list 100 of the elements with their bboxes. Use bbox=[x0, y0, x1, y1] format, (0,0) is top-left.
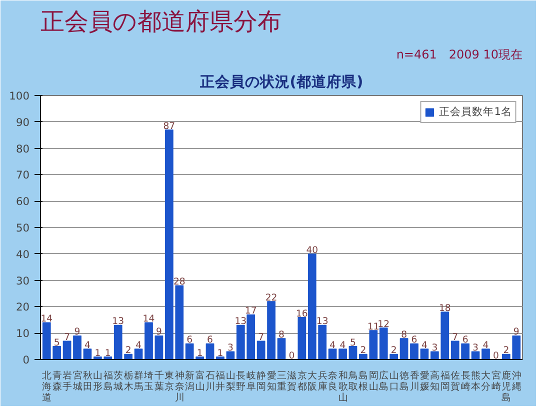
bar bbox=[400, 338, 408, 360]
x-tick-label: 茨城 bbox=[112, 370, 123, 392]
data-label: 5 bbox=[350, 337, 356, 348]
x-tick-label: 和歌山 bbox=[338, 370, 348, 404]
x-tick-label: 岩手 bbox=[62, 370, 72, 392]
x-tick-label: 群馬 bbox=[133, 370, 144, 392]
data-label: 13 bbox=[234, 316, 247, 328]
data-label: 6 bbox=[207, 334, 214, 346]
y-tick-label: 100 bbox=[9, 90, 30, 102]
data-label: 7 bbox=[258, 332, 264, 344]
x-tick-label: 高知 bbox=[430, 370, 440, 392]
data-label: 3 bbox=[227, 342, 234, 354]
data-label: 1 bbox=[196, 348, 203, 359]
data-label: 4 bbox=[482, 340, 489, 351]
x-tick-label: 愛媛 bbox=[420, 370, 429, 392]
x-tick-label: 大阪 bbox=[308, 370, 317, 392]
x-tick-label: 鳥取 bbox=[347, 370, 358, 392]
x-tick-label: 大分 bbox=[481, 370, 490, 392]
x-tick-label: 富山 bbox=[195, 370, 204, 392]
x-tick-label: 北海道 bbox=[42, 370, 52, 404]
data-label: 14 bbox=[40, 314, 53, 325]
x-tick-label: 石川 bbox=[206, 370, 215, 392]
bar bbox=[420, 348, 429, 360]
x-tick-label: 神奈川 bbox=[174, 370, 184, 404]
bar bbox=[348, 346, 358, 360]
bar bbox=[134, 348, 143, 360]
data-label: 14 bbox=[142, 314, 155, 325]
x-tick-label: 広島 bbox=[379, 370, 388, 392]
data-label: 9 bbox=[74, 326, 80, 338]
x-tick-label: 奈良 bbox=[328, 370, 338, 392]
y-tick-label: 20 bbox=[16, 300, 30, 314]
data-label: 18 bbox=[438, 302, 451, 314]
x-tick-label: 福島 bbox=[103, 370, 112, 392]
data-label: 8 bbox=[401, 329, 408, 340]
bar bbox=[410, 343, 418, 360]
data-label: 7 bbox=[64, 332, 70, 344]
data-label: 11 bbox=[367, 321, 380, 332]
x-tick-label: 静岡 bbox=[256, 370, 266, 392]
x-tick-label: 福岡 bbox=[440, 370, 450, 392]
data-label: 6 bbox=[186, 334, 193, 346]
x-tick-label: 埼玉 bbox=[143, 370, 154, 392]
data-label: 40 bbox=[306, 244, 318, 256]
data-label: 5 bbox=[54, 337, 60, 348]
data-label: 2 bbox=[125, 345, 132, 356]
x-tick-label: 山梨 bbox=[226, 370, 235, 392]
bar bbox=[154, 335, 164, 360]
x-tick-label: 島根 bbox=[358, 370, 368, 392]
data-label: 28 bbox=[173, 276, 186, 288]
x-tick-label: 徳島 bbox=[400, 370, 409, 392]
data-label: 1 bbox=[104, 348, 111, 359]
data-label: 2 bbox=[390, 345, 397, 356]
x-tick-label: 千葉 bbox=[154, 370, 164, 392]
data-label: 2 bbox=[503, 345, 510, 356]
y-tick-label: 30 bbox=[16, 274, 30, 288]
data-label: 13 bbox=[316, 316, 328, 328]
x-tick-label: 京都 bbox=[297, 370, 306, 392]
bar bbox=[277, 338, 286, 360]
x-tick-label: 佐賀 bbox=[450, 370, 460, 392]
x-tick-label: 秋田 bbox=[82, 370, 92, 392]
data-label: 16 bbox=[296, 308, 308, 320]
data-label: 7 bbox=[452, 332, 458, 344]
bar bbox=[298, 316, 306, 360]
data-label: 12 bbox=[378, 318, 390, 330]
data-label: 17 bbox=[244, 306, 257, 317]
data-label: 2 bbox=[360, 345, 366, 356]
x-tick-label: 山口 bbox=[389, 370, 398, 392]
x-tick-label: 宮崎 bbox=[491, 370, 500, 392]
x-tick-label: 宮城 bbox=[72, 370, 82, 392]
x-tick-label: 新潟 bbox=[185, 370, 194, 392]
x-tick-label: 長崎 bbox=[460, 370, 470, 392]
y-tick-label: 50 bbox=[16, 222, 30, 234]
data-label: 22 bbox=[265, 292, 278, 304]
data-label: 1 bbox=[94, 348, 101, 359]
y-tick-label: 40 bbox=[16, 248, 30, 261]
x-tick-label: 東京 bbox=[164, 370, 174, 392]
data-label: 9 bbox=[156, 326, 162, 338]
data-label: 1 bbox=[217, 348, 224, 359]
x-tick-label: 山形 bbox=[93, 370, 102, 392]
y-tick-label: 90 bbox=[16, 116, 30, 129]
x-tick-label: 熊本 bbox=[471, 370, 480, 392]
bar bbox=[482, 348, 490, 360]
x-tick-label: 岡山 bbox=[368, 370, 378, 392]
y-tick-label: 70 bbox=[16, 168, 30, 182]
x-tick-label: 香川 bbox=[410, 370, 419, 392]
data-label: 6 bbox=[411, 334, 418, 346]
x-tick-label: 愛知 bbox=[266, 370, 276, 392]
x-tick-label: 鹿児島 bbox=[502, 370, 511, 404]
x-tick-label: 沖縄 bbox=[510, 370, 521, 392]
data-label: 4 bbox=[84, 340, 91, 351]
data-label: 13 bbox=[112, 316, 124, 328]
y-tick-label: 0 bbox=[22, 354, 30, 366]
x-tick-label: 福井 bbox=[216, 370, 225, 392]
x-tick-label: 岐阜 bbox=[246, 370, 256, 392]
x-tick-label: 兵庫 bbox=[318, 370, 327, 392]
text: 正会員の状況(都道府県) bbox=[198, 72, 364, 90]
data-label: 0 bbox=[288, 350, 295, 362]
y-tick-label: 80 bbox=[16, 142, 30, 156]
x-tick-label: 青森 bbox=[52, 370, 62, 392]
bar bbox=[83, 348, 92, 360]
data-label: 9 bbox=[513, 326, 520, 338]
